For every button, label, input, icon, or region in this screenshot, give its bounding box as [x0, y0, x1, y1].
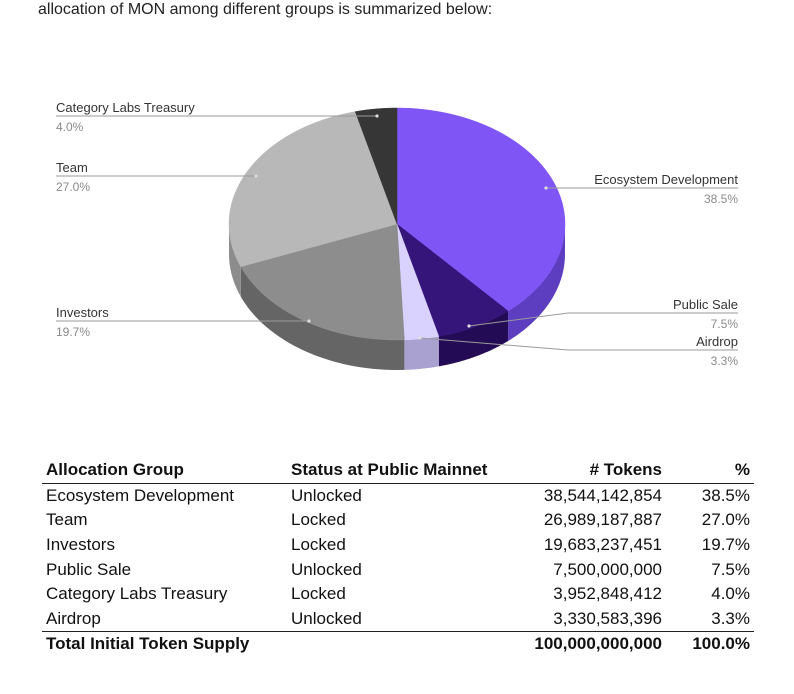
- pie-labels: Ecosystem Development 38.5% Public Sale 7.5…: [56, 100, 738, 368]
- cell-percent: 3.3%: [666, 606, 754, 633]
- pie-label-category-labs-treasury: Category Labs Treasury 4.0%: [56, 100, 379, 134]
- leader-dot: [467, 324, 471, 328]
- table-row: Investors Locked 19,683,237,451 19.7%: [42, 533, 754, 558]
- table-row: Ecosystem Development Unlocked 38,544,14…: [42, 483, 754, 508]
- leader-dot: [418, 336, 422, 340]
- pie-slice-team: [228, 111, 398, 267]
- cell-status: Locked: [291, 510, 346, 530]
- cell-status: Unlocked: [291, 559, 362, 579]
- cell-tokens: 7,500,000,000: [553, 559, 662, 579]
- pie-slices: [228, 107, 566, 341]
- allocation-table: Allocation Group Status at Public Mainne…: [42, 458, 754, 657]
- slice-label-percent: 19.7%: [56, 325, 90, 339]
- slice-label-name: Ecosystem Development: [594, 172, 738, 187]
- cell-group: Airdrop: [42, 606, 287, 633]
- cell-status: Unlocked: [291, 485, 362, 505]
- slice-label-name: Category Labs Treasury: [56, 100, 195, 115]
- header-allocation-group: Allocation Group: [42, 458, 287, 484]
- pie-side-ecosystem-development: [508, 224, 565, 342]
- slice-label-percent: 38.5%: [704, 192, 738, 206]
- cell-group: Category Labs Treasury: [46, 584, 228, 604]
- total-label: Total Initial Token Supply: [46, 634, 250, 654]
- pie-slice-public-sale: [396, 223, 509, 337]
- allocation-pie-chart: Ecosystem Development 38.5% Public Sale 7.5…: [56, 100, 738, 370]
- cell-status: Unlocked: [287, 606, 512, 633]
- slice-label-percent: 3.3%: [711, 354, 739, 368]
- table-row: Airdrop Unlocked 3,330,583,396 3.3%: [42, 606, 754, 633]
- cell-tokens: 3,952,848,412: [553, 584, 662, 604]
- leader-dot: [544, 186, 548, 190]
- cell-percent: 38.5%: [701, 485, 750, 505]
- cell-percent: 27.0%: [701, 510, 750, 530]
- slice-label-name: Public Sale: [673, 297, 738, 312]
- table-row: Team Locked 26,989,187,887 27.0%: [42, 508, 754, 533]
- intro-text: allocation of MON among different groups…: [38, 1, 493, 18]
- header-percent: %: [666, 458, 754, 484]
- cell-group: Public Sale: [46, 559, 132, 579]
- leader-dot: [307, 319, 311, 323]
- cell-percent: 7.5%: [711, 559, 750, 579]
- table-total-row: Total Initial Token Supply 100,000,000,0…: [42, 632, 754, 657]
- leader-line: [419, 337, 738, 351]
- cell-group: Ecosystem Development: [46, 485, 235, 505]
- slice-label-name: Investors: [56, 305, 109, 320]
- pie-side-public-sale: [438, 311, 509, 367]
- table-header-row: Allocation Group Status at Public Mainne…: [42, 458, 754, 484]
- header-status: Status at Public Mainnet: [287, 458, 512, 484]
- leader-line: [468, 312, 738, 327]
- cell-group: Investors: [46, 535, 115, 555]
- cell-tokens: 3,330,583,396: [512, 606, 666, 633]
- cell-tokens: 19,683,237,451: [543, 535, 662, 555]
- table-row: Category Labs Treasury Locked 3,952,848,…: [42, 582, 754, 607]
- pie-label-airdrop: Airdrop 3.3%: [418, 334, 738, 368]
- pie-label-investors: Investors 19.7%: [56, 305, 311, 339]
- pie-label-public-sale: Public Sale 7.5%: [467, 297, 738, 331]
- total-tokens: 100,000,000,000: [534, 634, 662, 654]
- pie-side-team: [229, 224, 241, 297]
- slice-label-percent: 7.5%: [711, 317, 739, 331]
- cell-group: Team: [46, 510, 88, 530]
- pie-slice-ecosystem-development: [396, 107, 566, 312]
- cell-percent: 19.7%: [701, 535, 750, 555]
- pie-slice-category-labs-treasury: [354, 107, 398, 225]
- pie-side-investors: [240, 266, 405, 370]
- pie-label-ecosystem-development: Ecosystem Development 38.5%: [544, 172, 738, 206]
- pie-label-team: Team 27.0%: [56, 160, 258, 194]
- slice-label-percent: 27.0%: [56, 180, 90, 194]
- leader-dot: [375, 114, 379, 118]
- slice-label-name: Airdrop: [696, 334, 738, 349]
- cell-percent: 4.0%: [711, 584, 750, 604]
- cell-tokens: 26,989,187,887: [543, 510, 662, 530]
- leader-dot: [254, 174, 258, 178]
- header-tokens: # Tokens: [512, 458, 666, 484]
- total-status-empty: [287, 632, 512, 657]
- pie-slice-airdrop: [396, 223, 440, 341]
- pie-side-walls: [229, 224, 565, 370]
- total-percent: 100.0%: [692, 634, 750, 654]
- slice-label-percent: 4.0%: [56, 120, 84, 134]
- cell-tokens: 38,544,142,854: [543, 485, 662, 505]
- cell-status: Locked: [291, 535, 346, 555]
- table-row: Public Sale Unlocked 7,500,000,000 7.5%: [42, 557, 754, 582]
- slice-label-name: Team: [56, 160, 88, 175]
- pie-side-airdrop: [404, 336, 439, 370]
- cell-status: Locked: [291, 584, 346, 604]
